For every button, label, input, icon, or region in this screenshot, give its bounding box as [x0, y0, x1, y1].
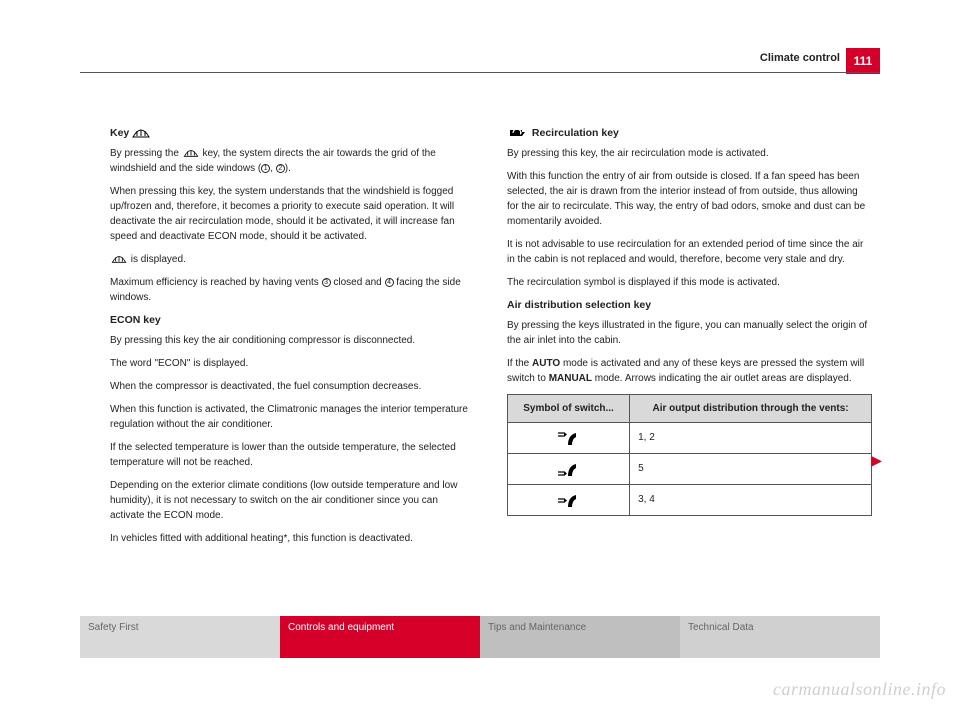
text: ,	[270, 163, 276, 174]
page: Climate control 111 Key By pressing the …	[0, 0, 960, 708]
econ-p3: When the compressor is deactivated, the …	[110, 379, 475, 394]
econ-p1: By pressing this key the air conditionin…	[110, 333, 475, 348]
key-p4: Maximum efficiency is reached by having …	[110, 275, 475, 305]
right-column: Recirculation key By pressing this key, …	[507, 120, 872, 588]
content-area: Key By pressing the key, the system dire…	[110, 120, 872, 588]
text: By pressing the	[110, 148, 182, 159]
vents-cell: 5	[630, 453, 872, 484]
running-head: Climate control	[760, 52, 840, 64]
text: ).	[285, 163, 291, 174]
key-p1: By pressing the key, the system directs …	[110, 146, 475, 176]
key-heading: Key	[110, 126, 475, 142]
econ-p6: Depending on the exterior climate condit…	[110, 478, 475, 523]
recirc-p4: The recirculation symbol is displayed if…	[507, 275, 872, 290]
page-number-badge: 111	[846, 48, 880, 74]
air-upper-icon	[554, 429, 584, 447]
text: is displayed.	[131, 254, 186, 265]
defrost-icon	[132, 127, 150, 139]
text: If the	[507, 358, 532, 369]
tab-technical[interactable]: Technical Data	[680, 616, 880, 658]
econ-p7: In vehicles fitted with additional heati…	[110, 531, 475, 546]
key-p3: is displayed.	[110, 252, 475, 267]
bold-auto: AUTO	[532, 358, 560, 369]
callout-1: 1	[261, 164, 270, 173]
callout-4: 4	[385, 278, 394, 287]
left-column: Key By pressing the key, the system dire…	[110, 120, 475, 588]
symbol-cell	[508, 484, 630, 515]
econ-p4: When this function is activated, the Cli…	[110, 402, 475, 432]
recirc-heading: Recirculation key	[507, 126, 872, 142]
symbol-cell	[508, 422, 630, 453]
tab-safety[interactable]: Safety First	[80, 616, 280, 658]
dist-heading: Air distribution selection key	[507, 298, 872, 314]
dist-p2: If the AUTO mode is activated and any of…	[507, 356, 872, 386]
continue-arrow-icon: ▶	[871, 452, 882, 469]
symbol-cell	[508, 453, 630, 484]
tab-controls[interactable]: Controls and equipment	[280, 616, 480, 658]
air-lower-icon	[554, 460, 584, 478]
table-row: 1, 2	[508, 422, 872, 453]
air-center-icon	[554, 491, 584, 509]
th-symbol: Symbol of switch...	[508, 394, 630, 422]
text: closed and	[331, 277, 385, 288]
text: Maximum efficiency is reached by having …	[110, 277, 322, 288]
callout-2: 2	[276, 164, 285, 173]
table-row: 3, 4	[508, 484, 872, 515]
table-row: 5	[508, 453, 872, 484]
vents-cell: 3, 4	[630, 484, 872, 515]
econ-p5: If the selected temperature is lower tha…	[110, 440, 475, 470]
callout-3: 3	[322, 278, 331, 287]
watermark: carmanualsonline.info	[773, 679, 946, 700]
footer-tabs: Safety First Controls and equipment Tips…	[80, 616, 880, 658]
text: Recirculation key	[532, 127, 619, 139]
key-p2: When pressing this key, the system under…	[110, 184, 475, 244]
distribution-table: Symbol of switch... Air output distribut…	[507, 394, 872, 516]
key-heading-label: Key	[110, 127, 129, 139]
recirculation-icon	[507, 127, 529, 139]
econ-heading: ECON key	[110, 313, 475, 329]
th-output: Air output distribution through the vent…	[630, 394, 872, 422]
dist-p1: By pressing the keys illustrated in the …	[507, 318, 872, 348]
recirc-p3: It is not advisable to use recirculation…	[507, 237, 872, 267]
recirc-p1: By pressing this key, the air recirculat…	[507, 146, 872, 161]
bold-manual: MANUAL	[549, 373, 592, 384]
econ-p2: The word "ECON" is displayed.	[110, 356, 475, 371]
recirc-p2: With this function the entry of air from…	[507, 169, 872, 229]
table-header-row: Symbol of switch... Air output distribut…	[508, 394, 872, 422]
tab-tips[interactable]: Tips and Maintenance	[480, 616, 680, 658]
text: mode. Arrows indicating the air outlet a…	[592, 373, 852, 384]
defrost-icon	[110, 254, 128, 264]
defrost-icon	[182, 148, 200, 158]
header-rule	[80, 72, 880, 73]
vents-cell: 1, 2	[630, 422, 872, 453]
